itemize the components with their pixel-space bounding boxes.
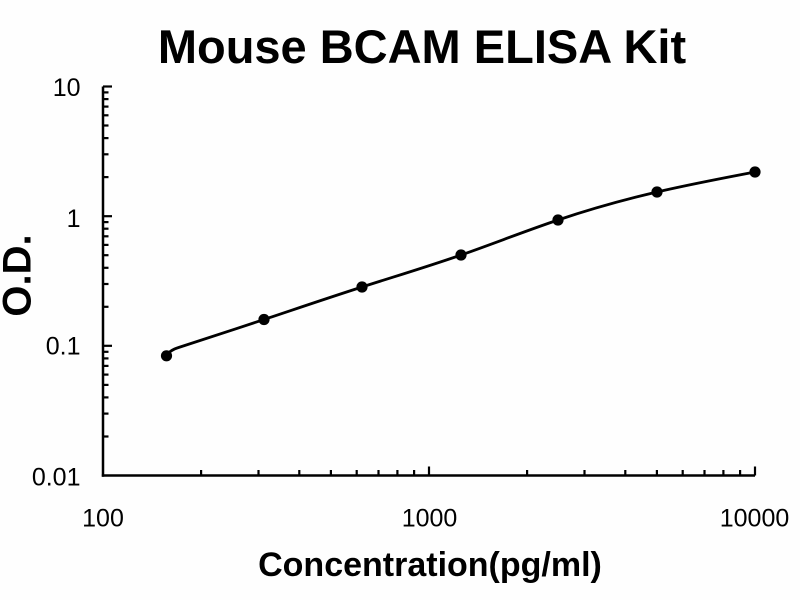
svg-text:O.D.: O.D. xyxy=(0,234,40,316)
svg-text:10000: 10000 xyxy=(720,505,790,533)
svg-text:100: 100 xyxy=(82,505,124,533)
svg-text:Concentration(pg/ml): Concentration(pg/ml) xyxy=(258,546,602,584)
svg-text:0.1: 0.1 xyxy=(46,332,81,360)
svg-text:10: 10 xyxy=(53,74,81,102)
svg-text:0.01: 0.01 xyxy=(32,463,81,491)
svg-text:1: 1 xyxy=(67,205,81,233)
svg-text:1000: 1000 xyxy=(402,505,458,533)
svg-text:Mouse BCAM ELISA Kit: Mouse BCAM ELISA Kit xyxy=(158,20,687,73)
